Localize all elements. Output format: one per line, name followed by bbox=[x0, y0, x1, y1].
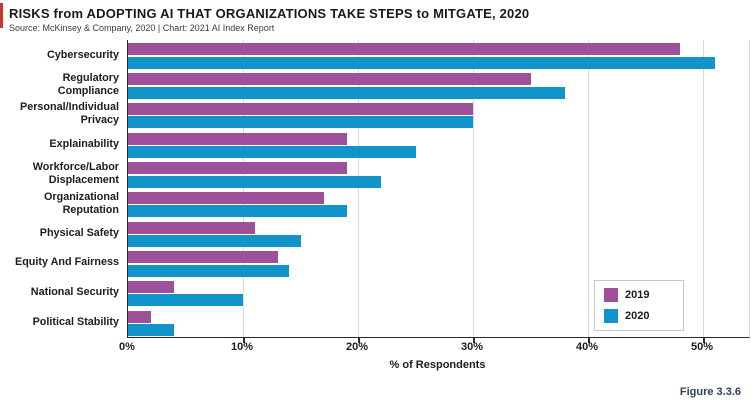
xtick-label-0: 0% bbox=[119, 341, 135, 353]
xtick-label-20: 20% bbox=[345, 341, 369, 353]
xtick-label-40: 40% bbox=[575, 341, 599, 353]
legend-item-2020: 2020 bbox=[604, 309, 674, 323]
bar-2019-equity-and-fairness bbox=[128, 251, 278, 264]
axis-tick-40 bbox=[588, 338, 590, 343]
category-label: Cybersecurity bbox=[46, 48, 119, 61]
source-line: Source: McKinsey & Company, 2020 | Chart… bbox=[9, 23, 275, 33]
xtick-label-10: 10% bbox=[230, 341, 254, 353]
axis-tick-30 bbox=[473, 338, 475, 343]
bar-2020-regulatory-compliance bbox=[128, 86, 565, 99]
axis-tick-10 bbox=[243, 338, 245, 343]
y-axis-labels: Cybersecurity Regulatory Compliance Person… bbox=[0, 40, 119, 337]
category-label: National Security bbox=[30, 286, 119, 299]
bar-2020-cybersecurity bbox=[128, 56, 715, 69]
gridline-20 bbox=[358, 40, 359, 337]
bar-2019-workforce-labor-displacement bbox=[128, 162, 347, 175]
bar-2019-explainability bbox=[128, 132, 347, 145]
gridline-50 bbox=[703, 40, 704, 337]
bar-2020-personal-individual-privacy bbox=[128, 116, 473, 129]
bar-2020-political-stability bbox=[128, 324, 174, 337]
bar-2019-personal-individual-privacy bbox=[128, 102, 473, 115]
page-title: RISKS from ADOPTING AI THAT ORGANIZATION… bbox=[9, 6, 530, 21]
x-axis-ticks: 0% 10% 20% 30% 40% 50% bbox=[119, 341, 748, 354]
gridline-40 bbox=[588, 40, 589, 337]
bar-2020-workforce-labor-displacement bbox=[128, 175, 381, 188]
bar-2019-organizational-reputation bbox=[128, 191, 324, 204]
figure-label: Figure 3.3.6 bbox=[679, 386, 741, 398]
category-label: Explainability bbox=[49, 137, 119, 150]
axis-tick-20 bbox=[358, 338, 360, 343]
bar-2020-physical-safety bbox=[128, 235, 301, 247]
legend: 2019 2020 bbox=[594, 280, 684, 331]
bar-2019-physical-safety bbox=[128, 221, 255, 234]
category-label: Equity And Fairness bbox=[15, 256, 119, 269]
bar-2019-cybersecurity bbox=[128, 43, 680, 56]
category-label: Regulatory Compliance bbox=[57, 71, 119, 97]
category-label: Personal/Individual Privacy bbox=[20, 101, 119, 127]
category-label: Workforce/Labor Displacement bbox=[32, 160, 119, 186]
category-label: Physical Safety bbox=[39, 226, 119, 239]
category-label: Organizational Reputation bbox=[44, 190, 119, 216]
bar-2020-national-security bbox=[128, 294, 243, 307]
bar-2020-equity-and-fairness bbox=[128, 264, 289, 277]
plot-area bbox=[127, 40, 750, 343]
bar-2019-political-stability bbox=[128, 310, 151, 323]
xtick-label-50: 50% bbox=[690, 341, 714, 353]
gridline-30 bbox=[473, 40, 474, 337]
axis-tick-50 bbox=[703, 338, 705, 343]
legend-swatch-2019 bbox=[604, 288, 618, 302]
legend-label-2020: 2020 bbox=[625, 310, 650, 322]
gridline-10 bbox=[243, 40, 244, 337]
x-axis-title: % of Respondents bbox=[389, 359, 486, 371]
bar-2020-explainability bbox=[128, 145, 416, 158]
category-label: Political Stability bbox=[32, 315, 119, 328]
legend-swatch-2020 bbox=[604, 309, 618, 323]
accent-bar bbox=[0, 3, 3, 28]
bar-2019-national-security bbox=[128, 281, 174, 293]
bar-2020-organizational-reputation bbox=[128, 205, 347, 218]
bar-2019-regulatory-compliance bbox=[128, 73, 531, 86]
legend-item-2019: 2019 bbox=[604, 288, 674, 302]
xtick-label-30: 30% bbox=[460, 341, 484, 353]
legend-label-2019: 2019 bbox=[625, 289, 650, 301]
